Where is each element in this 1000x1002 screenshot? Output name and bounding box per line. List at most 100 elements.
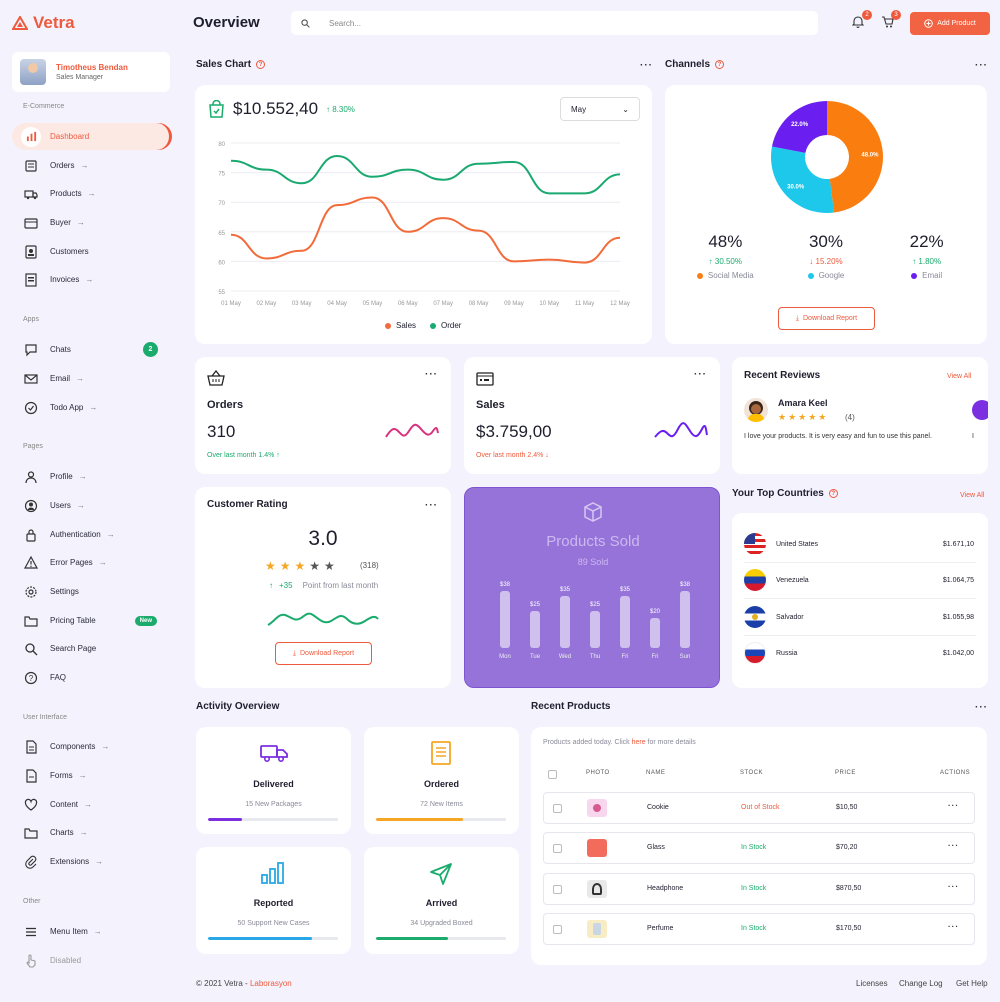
country-row: Venezuela $1.064,75 [744, 562, 974, 598]
sidebar-item-products[interactable]: Products → [12, 180, 170, 207]
sidebar-item-content[interactable]: Content → [12, 791, 170, 818]
box-icon [584, 502, 602, 522]
row-checkbox[interactable] [553, 804, 562, 813]
here-link[interactable]: here [631, 739, 646, 746]
legend-order-label: Order [441, 321, 462, 330]
sidebar-item-label: Profile [50, 472, 73, 481]
bar-value-label: $38 [499, 582, 510, 588]
bar-value-label: $35 [559, 586, 570, 593]
svg-text:?: ? [29, 674, 34, 683]
bar [500, 591, 510, 648]
sales-chart-more-button[interactable]: ··· [640, 60, 653, 71]
sidebar-item-components[interactable]: Components → [12, 733, 170, 760]
recent-products-note: Products added today. Click here for mor… [543, 739, 696, 746]
help-icon[interactable]: ? [715, 60, 725, 69]
sidebar-item-charts[interactable]: Charts → [12, 819, 170, 846]
row-actions-button[interactable]: ··· [948, 841, 959, 850]
row-actions-button[interactable]: ··· [948, 801, 959, 810]
help-icon[interactable]: ? [256, 60, 266, 69]
sidebar-item-orders[interactable]: Orders → [12, 152, 170, 179]
sidebar-item-chats[interactable]: Chats 2 [12, 336, 170, 363]
orders-more-button[interactable]: ··· [425, 369, 438, 380]
recent-products-more-button[interactable]: ··· [975, 702, 988, 713]
bar-category-label: Wed [558, 654, 572, 660]
channels-download-button[interactable]: ⤓ Download Report [778, 307, 875, 330]
users-circle-icon [24, 499, 38, 512]
sales-title: Sales [476, 399, 505, 411]
sidebar-item-error-pages[interactable]: Error Pages → [12, 549, 170, 576]
table-row[interactable]: Headphone In Stock $870,50 ··· [543, 873, 975, 905]
activity-card-delivered: Delivered 15 New Packages [196, 727, 351, 834]
sidebar-item-menu-item[interactable]: Menu Item → [12, 918, 170, 945]
app-logo[interactable]: Vetra [12, 13, 75, 33]
product-stock: In Stock [741, 844, 767, 851]
search-icon [301, 18, 310, 28]
help-icon[interactable]: ? [828, 489, 838, 498]
sidebar-item-search-page[interactable]: Search Page [12, 635, 170, 662]
invoice-icon [25, 272, 37, 287]
orders-value: 310 [207, 422, 236, 441]
sidebar-item-buyer[interactable]: Buyer → [12, 209, 170, 236]
row-checkbox[interactable] [553, 844, 562, 853]
sidebar-item-forms[interactable]: Forms → [12, 762, 170, 789]
sales-value: $3.759,00 [476, 422, 552, 441]
notifications-button[interactable]: 2 [851, 10, 872, 29]
row-actions-button[interactable]: ··· [948, 922, 959, 931]
sidebar-item-authentication[interactable]: Authentication → [12, 521, 170, 548]
truck-icon [24, 189, 38, 199]
sidebar-item-label: Buyer [50, 218, 71, 227]
row-checkbox[interactable] [553, 885, 562, 894]
sidebar-item-label: Authentication [50, 530, 101, 539]
activity-item-sub: 72 New Items [420, 801, 463, 808]
sidebar-item-users[interactable]: Users → [12, 492, 170, 519]
activity-item-title: Arrived [425, 898, 458, 908]
add-product-button[interactable]: Add Product [910, 12, 990, 35]
chart-legend: Sales Order [385, 321, 461, 330]
activity-card-arrived: Arrived 34 Upgraded Boxed [364, 847, 519, 954]
footer-licenses-link[interactable]: Licenses [856, 979, 888, 988]
y-tick-label: 75 [218, 172, 225, 178]
sales-more-button[interactable]: ··· [694, 369, 707, 380]
footer-brand-link[interactable]: Laborasyon [249, 979, 292, 988]
rating-more-button[interactable]: ··· [425, 500, 438, 511]
countries-view-all-link[interactable]: View All [960, 492, 985, 499]
sidebar-item-todo[interactable]: Todo App → [12, 394, 170, 421]
reviews-view-all-link[interactable]: View All [947, 373, 972, 380]
footer-changelog-link[interactable]: Change Log [899, 979, 943, 988]
sidebar-item-customers[interactable]: Customers [12, 238, 170, 265]
activity-progress-fill [376, 937, 448, 940]
period-select[interactable]: May ⌄ [560, 97, 640, 121]
sidebar-item-settings[interactable]: Settings [12, 578, 170, 605]
review-stars: ★★★★★ [778, 412, 829, 422]
channel-pct: 22% [909, 232, 944, 251]
table-row[interactable]: Glass In Stock $70,20 ··· [543, 832, 975, 864]
search-input[interactable]: Search... [291, 11, 818, 35]
table-row[interactable]: Perfume In Stock $170,50 ··· [543, 913, 975, 945]
select-all-checkbox[interactable] [548, 770, 557, 779]
rating-download-button[interactable]: ⤓ Download Report [275, 642, 372, 665]
channel-change: ↑ 1.80% [912, 257, 942, 266]
sidebar-item-profile[interactable]: Profile → [12, 463, 170, 490]
sidebar-item-email[interactable]: Email → [12, 365, 170, 392]
row-actions-button[interactable]: ··· [948, 882, 959, 891]
sidebar-item-invoices[interactable]: Invoices → [12, 266, 170, 293]
sidebar-item-dashboard[interactable]: Dashboard [12, 123, 170, 150]
channels-more-button[interactable]: ··· [975, 60, 988, 71]
series-line-sales [230, 196, 621, 264]
cart-button[interactable]: 3 [881, 10, 901, 29]
row-checkbox[interactable] [553, 925, 562, 934]
sidebar-item-faq[interactable]: ? FAQ [12, 664, 170, 691]
bell-icon [851, 16, 865, 28]
bar-category-label: Fri [621, 654, 629, 660]
footer-help-link[interactable]: Get Help [956, 979, 988, 988]
product-name: Glass [647, 844, 665, 851]
channels-card: 48.0% 30.0% 22.0% 48% ↑ 30.50% Social Medi… [665, 85, 987, 344]
download-label: Download Report [300, 650, 355, 657]
table-row[interactable]: Cookie Out of Stock $10,50 ··· [543, 792, 975, 824]
sidebar-item-label: Search Page [50, 644, 97, 653]
user-profile-card[interactable]: Timotheus Bendan Sales Manager [12, 52, 170, 92]
sidebar-item-extensions[interactable]: Extensions → [12, 848, 170, 875]
sidebar-item-pricing-table[interactable]: Pricing Table New [12, 607, 170, 634]
section-pages: Pages [23, 443, 43, 450]
truck-icon [260, 745, 288, 763]
